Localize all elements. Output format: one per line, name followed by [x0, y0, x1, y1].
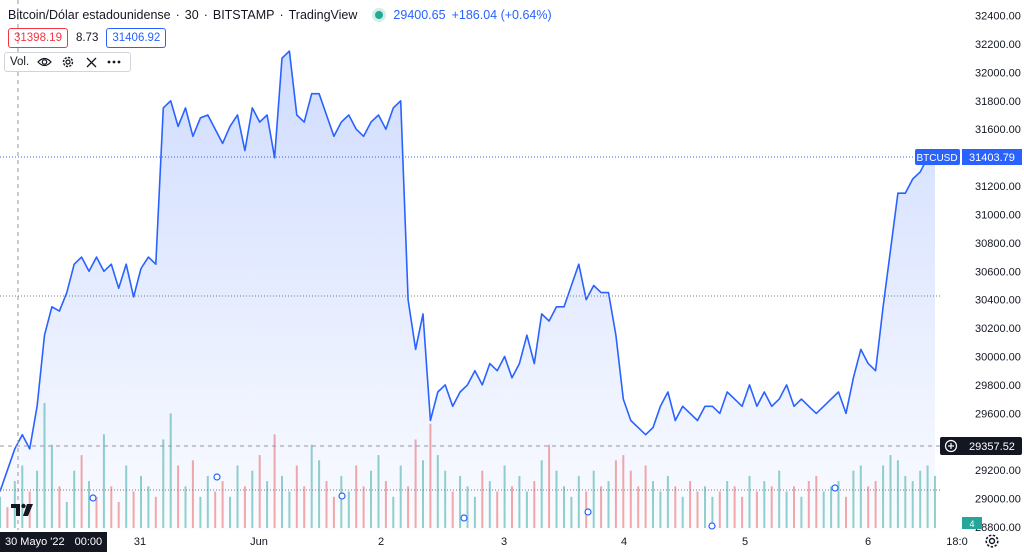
y-tick-label: 28800.00: [975, 522, 1021, 534]
x-tick-label: 4: [621, 536, 627, 548]
crosshair-date: 30 Mayo '22: [5, 536, 65, 548]
price-axis[interactable]: 32400.00 32200.00 32000.00 31800.00 31600.00…: [975, 11, 1021, 534]
spread-value: 8.73: [75, 32, 99, 44]
crosshair-price-value: 29357.52: [969, 441, 1015, 453]
sell-button[interactable]: 31398.19: [8, 28, 68, 48]
y-tick-label: 32200.00: [975, 39, 1021, 51]
y-tick-label: 30000.00: [975, 352, 1021, 364]
buy-button[interactable]: 31406.92: [106, 28, 167, 48]
y-tick-label: 30600.00: [975, 266, 1021, 278]
volume-indicator-legend[interactable]: Vol.: [4, 52, 131, 72]
crosshair-time: 00:00: [74, 536, 103, 548]
close-icon[interactable]: [84, 54, 98, 70]
source: TradingView: [288, 8, 358, 22]
event-marker-icon[interactable]: [708, 522, 716, 530]
event-marker-icon[interactable]: [338, 492, 346, 500]
tradingview-logo-icon[interactable]: [9, 500, 35, 520]
bid-ask-row: 31398.19 8.73 31406.92: [8, 28, 167, 48]
crosshair-price-label[interactable]: 29357.52: [940, 437, 1022, 455]
more-icon[interactable]: [107, 54, 121, 70]
y-tick-label: 31000.00: [975, 210, 1021, 222]
symbol-price-label: BTCUSD 31403.79: [915, 149, 1022, 165]
symbol-name[interactable]: Bitcoin/Dólar estadounidense: [8, 8, 171, 22]
interval[interactable]: 30: [184, 8, 199, 22]
volume-label: Vol.: [10, 56, 30, 68]
gear-icon[interactable]: [61, 54, 75, 70]
volume-scale-label: 4: [962, 517, 982, 529]
price-area-fill: [0, 51, 935, 530]
svg-text:4: 4: [969, 519, 974, 529]
current-price-value: 31403.79: [969, 152, 1015, 164]
y-tick-label: 30200.00: [975, 323, 1021, 335]
x-tick-label: 3: [501, 536, 507, 548]
event-marker-icon[interactable]: [584, 508, 592, 516]
y-tick-label: 29000.00: [975, 494, 1021, 506]
x-tick-label: 2: [378, 536, 384, 548]
x-tick-label: Jun: [250, 536, 268, 548]
x-tick-label: 31: [134, 536, 146, 548]
y-tick-label: 31800.00: [975, 96, 1021, 108]
exchange: BITSTAMP: [212, 8, 275, 22]
chart-settings-icon[interactable]: [983, 532, 1001, 550]
symbol-header: Bitcoin/Dólar estadounidense · 30 · BITS…: [8, 8, 552, 22]
y-tick-label: 31200.00: [975, 181, 1021, 193]
last-price: 29400.65: [393, 8, 446, 22]
y-tick-label: 31600.00: [975, 124, 1021, 136]
crosshair-date-label: 30 Mayo '22 00:00: [0, 532, 108, 552]
add-alert-icon: [944, 439, 958, 453]
x-tick-label: 6: [865, 536, 871, 548]
event-marker-icon[interactable]: [460, 514, 468, 522]
y-tick-label: 32000.00: [975, 67, 1021, 79]
symbol-tag: BTCUSD: [916, 153, 957, 164]
y-tick-label: 32400.00: [975, 11, 1021, 23]
market-status-icon: [375, 11, 384, 19]
x-tick-label: 18:0: [946, 536, 967, 548]
event-marker-icon[interactable]: [89, 494, 97, 502]
y-tick-label: 29200.00: [975, 465, 1021, 477]
event-marker-icon[interactable]: [831, 484, 839, 492]
y-tick-label: 29800.00: [975, 380, 1021, 392]
time-axis[interactable]: 31 Jun 2 3 4 5 6 18:0: [134, 536, 968, 548]
y-tick-label: 30800.00: [975, 238, 1021, 250]
price-change: +186.04 (+0.64%): [451, 8, 552, 22]
eye-icon[interactable]: [37, 54, 53, 70]
y-tick-label: 29600.00: [975, 408, 1021, 420]
event-markers[interactable]: [89, 473, 839, 530]
price-line: [0, 50, 936, 492]
y-tick-label: 30400.00: [975, 295, 1021, 307]
x-tick-label: 5: [742, 536, 748, 548]
event-marker-icon[interactable]: [213, 473, 221, 481]
